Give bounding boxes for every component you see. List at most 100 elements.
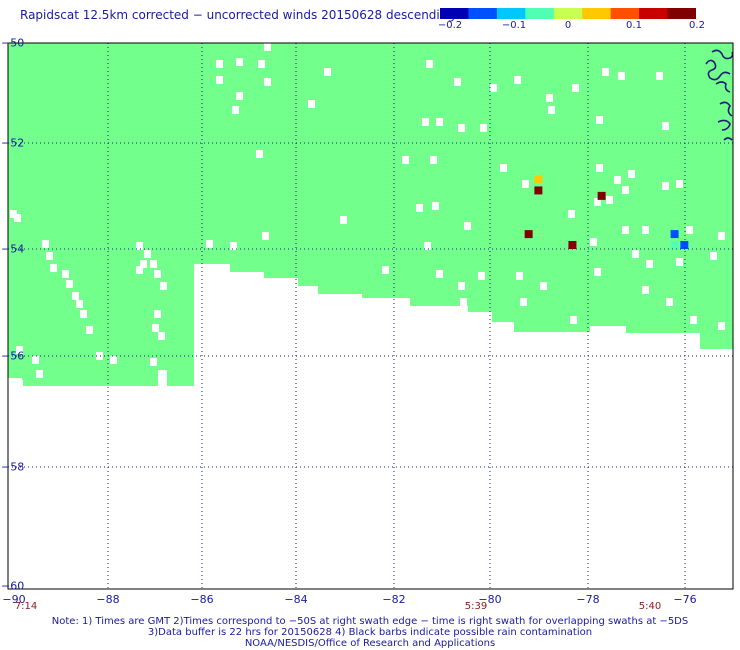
missing-cell	[520, 298, 527, 306]
missing-cell	[540, 282, 547, 290]
missing-cell	[596, 164, 603, 172]
missing-cell	[426, 60, 433, 68]
missing-cell	[594, 268, 601, 276]
missing-cell	[628, 170, 635, 178]
wind-difference-cell	[524, 230, 533, 239]
missing-cell	[264, 78, 271, 86]
missing-cell	[424, 242, 431, 250]
missing-cell	[514, 76, 521, 84]
colorbar-segment	[667, 8, 696, 19]
missing-cell	[80, 310, 87, 318]
missing-cell	[432, 202, 439, 210]
missing-cell	[110, 356, 117, 364]
missing-cell	[160, 282, 167, 290]
missing-cell	[422, 118, 429, 126]
wind-difference-cell	[670, 230, 679, 239]
missing-cell	[10, 210, 17, 218]
colorbar-segment	[610, 8, 640, 19]
lon-label-78: −78	[576, 593, 600, 606]
colorbar-label-0-1: 0.1	[626, 20, 642, 31]
missing-cell	[154, 310, 161, 318]
missing-cell	[258, 60, 265, 68]
missing-cell	[158, 332, 165, 340]
colorbar-label-neg-0-2: −0.2	[437, 20, 463, 31]
missing-cell	[464, 222, 471, 230]
lon-label-82: −82	[382, 593, 406, 606]
colorbar-segment	[553, 8, 583, 19]
wind-difference-cell	[597, 191, 606, 200]
footnote-line-2: 3)Data buffer is 22 hrs for 20150628 4) …	[147, 627, 593, 638]
missing-cell	[436, 118, 443, 126]
missing-cell	[490, 84, 497, 92]
missing-cell	[66, 280, 73, 288]
colorbar-segment	[639, 8, 669, 19]
lon-label-86: −86	[190, 593, 214, 606]
colorbar	[440, 8, 696, 19]
lon-label-88: −88	[96, 593, 120, 606]
missing-cell	[154, 270, 161, 278]
missing-cell	[710, 252, 717, 260]
time-label-2: 5:40	[638, 601, 662, 612]
missing-cell	[516, 272, 523, 280]
missing-cell	[614, 176, 621, 184]
missing-cell	[144, 250, 151, 258]
missing-cell	[676, 180, 683, 188]
missing-cell	[140, 260, 147, 268]
missing-cell	[86, 326, 93, 334]
map-title: Rapidscat 12.5km corrected − uncorrected…	[20, 8, 455, 22]
colorbar-segment	[440, 8, 469, 19]
missing-cell	[402, 156, 409, 164]
colorbar-segment	[496, 8, 526, 19]
footnote-line-3: NOAA/NESDIS/Office of Research and Appli…	[244, 638, 496, 649]
lat-lon-grid	[8, 43, 733, 589]
missing-cell	[596, 116, 603, 124]
missing-cell	[522, 180, 529, 188]
missing-cell	[96, 352, 103, 360]
missing-cell	[232, 106, 239, 114]
footnote-line-1: Note: 1) Times are GMT 2)Times correspon…	[51, 616, 689, 627]
missing-cell	[150, 358, 157, 366]
missing-cell	[72, 292, 79, 300]
missing-cell	[216, 76, 223, 84]
missing-cell	[676, 258, 683, 266]
wind-difference-cell	[534, 186, 543, 195]
missing-cell	[622, 226, 629, 234]
missing-cell	[606, 196, 613, 204]
missing-cell	[656, 72, 663, 80]
missing-cell	[152, 324, 159, 332]
coastline-segment	[717, 119, 731, 131]
missing-cell	[568, 210, 575, 218]
lat-label-54: −54	[1, 242, 25, 256]
missing-cell	[460, 298, 467, 306]
missing-cell	[436, 270, 443, 278]
missing-cell	[36, 370, 43, 378]
missing-cell	[718, 322, 725, 330]
missing-cell	[718, 232, 725, 240]
missing-cell	[642, 226, 649, 234]
missing-cell	[50, 264, 57, 272]
lat-label-58: −58	[1, 460, 25, 474]
time-label-1: 5:39	[464, 601, 488, 612]
lon-label-76: −76	[673, 593, 697, 606]
missing-cell	[236, 58, 243, 66]
coastline	[705, 49, 734, 141]
wind-difference-cell	[534, 175, 543, 184]
missing-cell	[416, 204, 423, 212]
missing-cell	[458, 282, 465, 290]
missing-cell	[570, 316, 577, 324]
missing-cell	[230, 242, 237, 250]
lat-label-60: −60	[1, 579, 25, 593]
missing-cell	[236, 92, 243, 100]
lat-label-50: −50	[1, 36, 25, 50]
missing-cell	[548, 106, 555, 114]
missing-data-cells	[10, 43, 725, 388]
swath-area	[8, 43, 733, 386]
missing-cell	[14, 214, 21, 222]
missing-cell	[480, 124, 487, 132]
missing-cell	[546, 94, 553, 102]
missing-cell	[602, 68, 609, 76]
coastline-segment	[719, 101, 733, 117]
missing-cell	[76, 300, 83, 308]
missing-cell	[662, 182, 669, 190]
